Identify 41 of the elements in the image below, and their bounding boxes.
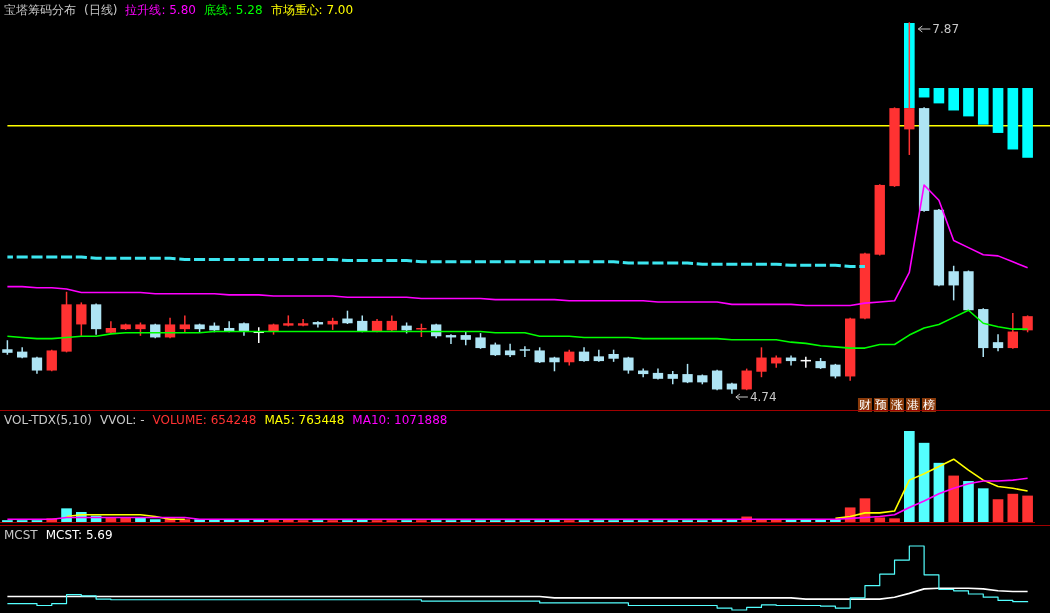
bar (1022, 495, 1033, 522)
chart-title: MCST (4, 528, 39, 542)
text: 预 (874, 398, 887, 412)
candlestick (992, 334, 1004, 352)
text: 港 (906, 398, 919, 412)
annotation: 7.87 (932, 22, 960, 36)
chart-title: 宝塔筹码分布 (4, 3, 76, 17)
bar (874, 517, 886, 522)
ref-line-label: 市场重心: 7.00 (270, 3, 354, 17)
bar (918, 442, 930, 522)
text: 涨 (890, 398, 903, 412)
candlestick (519, 346, 531, 358)
bar (948, 475, 959, 522)
candlestick (948, 265, 959, 301)
candlestick (756, 347, 767, 378)
text: 财 (858, 398, 871, 412)
text: MA10: 1071888 (352, 413, 448, 427)
text: 榜 (922, 398, 935, 412)
chart-subtitle: (日线) (84, 3, 118, 17)
text: 拉升线: 5.80 (125, 3, 196, 17)
candlestick (179, 315, 190, 333)
bar (963, 481, 974, 522)
bar (904, 431, 915, 522)
candlestick (1007, 313, 1018, 349)
candlestick (741, 368, 752, 391)
bar (149, 519, 161, 522)
candlestick (76, 302, 87, 336)
text: MCST: 5.69 (45, 528, 113, 542)
chart-subtitle: VVOL: - (100, 413, 145, 427)
annotation: 4.74 (749, 390, 777, 404)
bar (1007, 493, 1019, 522)
bar (992, 499, 1004, 522)
text: MA5: 763448 (264, 413, 345, 427)
chart-title: VOL-TDX(5,10) (4, 413, 93, 427)
text: 底线: 5.28 (203, 3, 263, 17)
bar (889, 518, 900, 522)
candlestick (711, 369, 723, 391)
candlestick (46, 349, 57, 372)
text: VOLUME: 654248 (152, 413, 257, 427)
bar (977, 488, 989, 522)
candlestick (904, 22, 915, 155)
